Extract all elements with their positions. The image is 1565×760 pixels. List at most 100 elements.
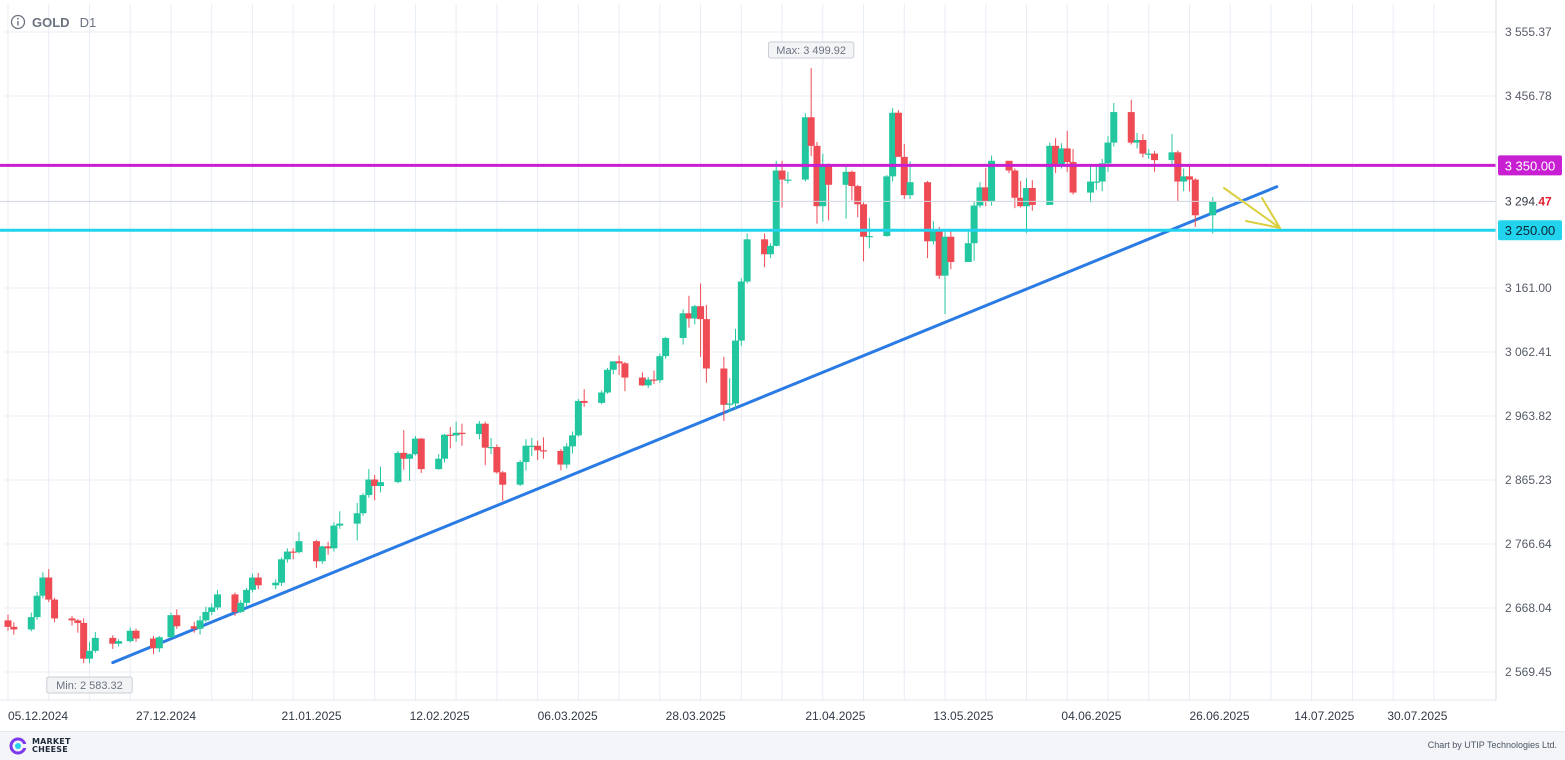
candle <box>173 609 181 629</box>
candle <box>190 621 198 633</box>
x-tick-label: 26.06.2025 <box>1189 709 1249 723</box>
candle <box>39 572 47 599</box>
y-tick-label: 2 766.64 <box>1505 537 1552 551</box>
candle-body <box>330 525 338 549</box>
extreme-markers: Max: 3 499.92 Min: 2 583.32 <box>46 41 855 694</box>
candle-body <box>487 447 495 449</box>
candle <box>371 474 379 501</box>
candle-body <box>400 452 408 459</box>
candle-body <box>906 182 914 196</box>
candle <box>330 522 338 552</box>
candle <box>155 635 163 653</box>
candle-body <box>173 615 181 627</box>
current-price-suffix: 47 <box>1538 194 1552 208</box>
candle <box>569 431 577 454</box>
candle-body <box>737 281 745 341</box>
candle-body <box>1098 163 1106 182</box>
candle-body <box>691 306 699 319</box>
candle <box>1110 102 1118 147</box>
candle <box>900 143 908 200</box>
candle-body <box>656 356 664 381</box>
chart-header: GOLD D1 <box>10 14 96 30</box>
candle <box>4 614 12 631</box>
candle-body <box>1069 162 1077 193</box>
price-chart[interactable]: 3 350.00 3 250.00 3 294.47 Max: 3 499.92 Mi… <box>0 0 1565 731</box>
candle <box>1145 149 1153 159</box>
candle-body <box>115 641 123 644</box>
candle-body <box>720 368 728 405</box>
candle-body <box>1028 188 1036 205</box>
candle <box>237 600 245 614</box>
candle <box>446 426 454 449</box>
brand-logo[interactable]: MARKET CHEESE <box>9 737 84 755</box>
candle <box>394 450 402 484</box>
candle <box>1168 134 1176 167</box>
candle-body <box>336 523 344 526</box>
candle-body <box>1046 145 1054 205</box>
info-icon[interactable] <box>10 14 26 30</box>
candle-body <box>85 650 93 659</box>
candle-body <box>615 361 623 364</box>
candle-body <box>522 445 530 462</box>
candle-body <box>935 230 943 276</box>
candle <box>539 437 547 459</box>
timeframe-label[interactable]: D1 <box>79 14 97 30</box>
current-price-main: 3 294. <box>1505 194 1538 208</box>
candles <box>4 67 1217 664</box>
candle-body <box>394 452 402 483</box>
candle-body <box>254 577 262 586</box>
candle <box>481 421 489 466</box>
candle <box>324 541 332 555</box>
candle-body <box>202 611 210 621</box>
candle <box>772 160 780 247</box>
candle-body <box>947 236 955 263</box>
candle <box>441 434 448 463</box>
candle-body <box>976 187 984 206</box>
candle-body <box>970 205 978 244</box>
candle-body <box>68 618 76 621</box>
x-tick-label: 06.03.2025 <box>538 709 598 723</box>
candle <box>458 423 466 446</box>
candle-body <box>825 165 833 185</box>
candle-body <box>563 446 571 465</box>
candle <box>516 460 524 486</box>
candle <box>406 453 414 481</box>
candle-body <box>1180 176 1188 182</box>
candle <box>1180 168 1188 192</box>
candle-body <box>1151 153 1159 161</box>
candle-body <box>621 363 629 378</box>
candle <box>889 108 897 182</box>
candle <box>254 572 262 590</box>
candle-body <box>406 454 414 459</box>
candle-body <box>493 447 501 473</box>
candle-body <box>679 313 687 338</box>
x-tick-label: 21.01.2025 <box>282 709 342 723</box>
candle <box>1139 134 1147 158</box>
candle <box>679 309 687 345</box>
candle <box>563 443 571 469</box>
candle-body <box>539 450 547 452</box>
candle-body <box>842 171 850 185</box>
candle <box>784 171 792 184</box>
candle <box>609 361 617 375</box>
candle-body <box>214 594 222 608</box>
candle <box>702 304 710 383</box>
candle-body <box>4 620 12 627</box>
candle <box>80 618 88 664</box>
candle-body <box>662 337 670 357</box>
market-cheese-logo-icon <box>9 737 29 755</box>
candle-body <box>150 638 157 649</box>
x-tick-label: 14.07.2025 <box>1294 709 1354 723</box>
y-tick-label: 2 865.23 <box>1505 473 1552 487</box>
candle <box>499 471 507 501</box>
candle-body <box>685 313 693 319</box>
candle <box>743 233 751 284</box>
extreme-marker-box <box>46 676 133 694</box>
candle <box>941 230 949 314</box>
candle <box>27 612 35 632</box>
candle-body <box>365 479 373 496</box>
candle <box>1046 142 1054 205</box>
candle-body <box>900 156 908 196</box>
candle <box>598 390 606 405</box>
candle <box>1028 180 1036 211</box>
